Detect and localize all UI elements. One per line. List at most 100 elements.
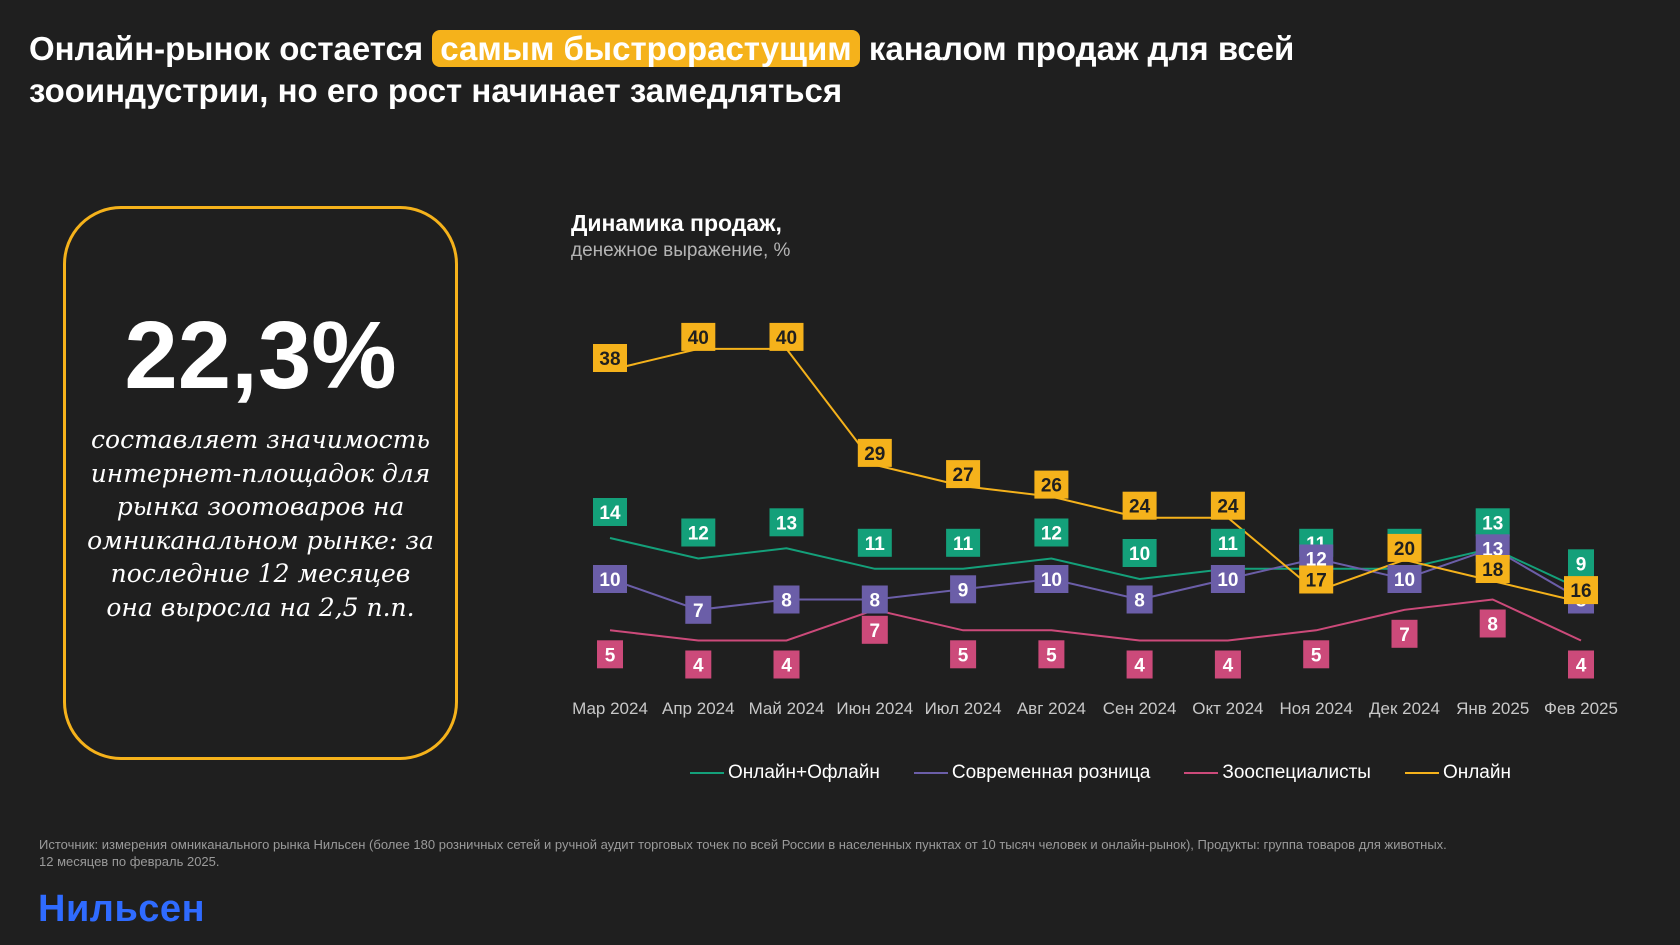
data-label-s2-6: 4	[1126, 650, 1153, 679]
data-label-s3-1: 40	[681, 322, 716, 351]
legend-swatch-online	[1404, 772, 1439, 774]
data-label-box	[950, 575, 977, 604]
chart-legend: Онлайн+Офлайн Современная розница Зооспе…	[690, 762, 1511, 784]
data-label-text: 14	[599, 503, 621, 524]
data-label-text: 5	[605, 645, 616, 666]
legend-swatch-pet-specialists	[1184, 772, 1219, 774]
data-label-s2-0: 5	[597, 640, 623, 669]
data-label-text: 20	[1394, 539, 1415, 560]
data-label-s0-7: 11	[1210, 528, 1245, 557]
data-label-box	[1299, 565, 1334, 594]
data-label-text: 17	[1306, 571, 1327, 592]
data-label-text: 40	[776, 328, 797, 349]
legend-item-omni: Онлайн+Офлайн	[690, 762, 880, 784]
data-label-text: 11	[1218, 534, 1239, 555]
data-label-box	[685, 595, 712, 624]
data-label-box	[1564, 576, 1598, 605]
data-label-box	[1034, 470, 1069, 499]
data-label-text: 24	[1217, 497, 1239, 518]
data-label-box	[685, 650, 712, 679]
data-label-box	[861, 585, 888, 614]
data-label-text: 4	[693, 656, 704, 677]
data-label-s1-7: 10	[1210, 565, 1245, 593]
x-tick-label: Июн 2024	[836, 699, 913, 718]
headline-highlight: самым быстрорастущим	[432, 30, 860, 67]
data-label-s2-11: 4	[1568, 650, 1594, 679]
data-label-box	[593, 565, 627, 593]
data-label-box	[769, 322, 804, 351]
data-label-s2-2: 4	[773, 650, 800, 679]
legend-swatch-omni	[690, 772, 724, 774]
chart-subtitle: денежное выражение, %	[571, 240, 791, 261]
page-headline: Онлайн-рынок остается самым быстрорастущ…	[29, 28, 1469, 112]
x-tick-label: Апр 2024	[662, 699, 735, 718]
data-label-box	[1387, 533, 1422, 562]
data-label-s2-1: 4	[685, 650, 712, 679]
data-label-text: 8	[1487, 615, 1498, 636]
data-label-box	[681, 518, 716, 547]
x-tick-label: Фев 2025	[1544, 699, 1618, 718]
series-line-3	[609, 347, 1582, 604]
data-label-text: 12	[688, 524, 709, 545]
data-label-text: 8	[781, 591, 792, 612]
data-label-text: 10	[1129, 544, 1150, 565]
data-label-s3-5: 26	[1034, 470, 1069, 499]
source-note: Источник: измерения омниканального рынка…	[39, 836, 1599, 870]
data-label-s1-9: 10	[1387, 565, 1422, 593]
data-label-s1-4: 9	[950, 575, 977, 604]
data-label-box	[773, 585, 800, 614]
data-label-box	[1034, 518, 1069, 547]
data-label-s0-3: 11	[857, 528, 892, 557]
x-tick-label: Окт 2024	[1192, 699, 1263, 718]
kpi-value: 22,3%	[124, 302, 397, 409]
data-label-text: 38	[599, 349, 620, 370]
data-label-s3-4: 27	[946, 460, 981, 489]
data-label-text: 12	[1306, 550, 1327, 571]
data-label-text: 13	[776, 513, 797, 534]
data-label-text: 9	[1576, 554, 1587, 575]
data-label-box	[1126, 585, 1153, 614]
series-line-2	[609, 598, 1582, 642]
data-label-text: 5	[958, 645, 969, 666]
data-label-text: 10	[1217, 570, 1238, 591]
data-label-s2-10: 8	[1479, 609, 1506, 638]
data-label-s2-3: 7	[861, 615, 888, 644]
data-label-s3-9: 20	[1387, 533, 1422, 562]
data-label-box	[1122, 491, 1157, 520]
data-label-box	[1475, 555, 1510, 583]
data-label-s2-4: 5	[950, 640, 977, 669]
data-label-box	[1391, 619, 1418, 648]
data-label-text: 4	[1576, 656, 1587, 677]
data-label-s3-3: 29	[857, 438, 892, 467]
chart-title: Динамика продаж,	[571, 210, 782, 236]
data-label-box	[1479, 609, 1506, 638]
data-label-s1-0: 10	[593, 565, 627, 593]
data-label-s0-1: 12	[681, 518, 716, 547]
data-label-box	[861, 615, 888, 644]
x-tick-label: Янв 2025	[1456, 699, 1529, 718]
data-label-box	[1122, 539, 1157, 567]
data-label-box	[1214, 650, 1241, 679]
data-label-text: 16	[1570, 581, 1591, 602]
data-label-text: 10	[599, 570, 620, 591]
data-label-text: 11	[953, 534, 974, 555]
data-label-box	[1210, 491, 1245, 520]
data-label-box	[1387, 565, 1422, 593]
headline-part-2: каналом продаж для всей зооиндустрии, но…	[29, 30, 1295, 109]
data-label-box	[1210, 565, 1245, 593]
legend-swatch-modern-retail	[913, 772, 948, 774]
data-label-s0-11: 9	[1568, 549, 1594, 578]
x-tick-label: Ноя 2024	[1279, 699, 1352, 718]
data-label-box	[1210, 528, 1245, 557]
legend-label-online: Онлайн	[1442, 762, 1511, 783]
legend-item-modern-retail: Современная розница	[913, 762, 1150, 784]
data-label-box	[1303, 640, 1330, 669]
x-tick-label: Сен 2024	[1103, 699, 1177, 718]
data-label-box	[1034, 565, 1069, 593]
legend-label-omni: Онлайн+Офлайн	[728, 762, 880, 783]
kpi-card: 22,3% составляет значимость интернет-пло…	[63, 206, 458, 760]
data-label-box	[1475, 508, 1510, 537]
data-label-s1-5: 10	[1034, 565, 1069, 593]
data-label-box	[1038, 640, 1065, 669]
